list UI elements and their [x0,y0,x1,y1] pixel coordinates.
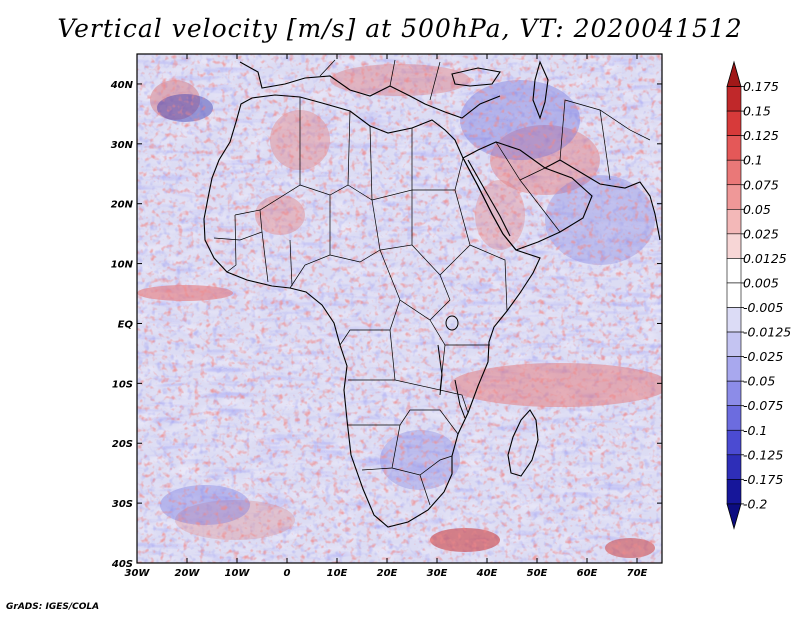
coastlines [203,60,661,528]
colorbar-label: -0.175 [743,472,783,487]
colorbar-label: 0.1 [743,153,763,168]
lon-tick-label: 30W [125,568,151,579]
colorbar-bin [726,233,742,259]
colorbar-label: 0.005 [743,275,779,290]
country-borders [213,59,651,506]
lon-tick-label: 10W [225,568,251,579]
colorbar-bin [726,454,742,480]
colorbar-bin [726,110,742,136]
madagascar-coastline [507,409,539,477]
map-frame [136,53,663,564]
colorbar-bin [726,135,742,161]
lon-tick-label: 50E [527,568,548,579]
caspian-sea [532,60,549,120]
colorbar-bin [726,479,742,505]
colorbar-label: -0.005 [743,300,783,315]
colorbar-label: 0.075 [743,177,779,192]
lon-tick-label: 30E [427,568,448,579]
africa-coastline [203,94,541,528]
colorbar-bin [726,356,742,382]
colorbar-bin [726,282,742,308]
lat-tick-label: 30S [112,499,133,510]
colorbar-label: -0.2 [743,496,767,511]
lat-tick-label: EQ [118,319,134,330]
lon-tick-label: 20E [377,568,398,579]
red-sea [467,159,511,237]
colorbar-label: -0.0125 [743,325,791,340]
colorbar-label: -0.1 [743,423,767,438]
lon-tick-label: 0 [284,568,291,579]
colorbar-bin [726,184,742,210]
colorbar-bin [726,209,742,235]
black-sea [451,67,501,87]
colorbar-bin [726,429,742,456]
colorbar-bin [726,159,742,186]
colorbar-bin [726,258,742,284]
map-title: Vertical velocity [m/s] at 500hPa, VT: 2… [57,14,743,43]
colorbar-top-triangle [726,60,742,87]
gulf-coast [544,159,661,241]
colorbar-label: 0.125 [743,128,779,143]
colorbar-label: 0.15 [743,104,771,119]
colorbar-label: 0.175 [743,79,779,94]
colorbar-bin [726,86,742,112]
lat-tick-label: 10S [112,379,133,390]
lakes [437,315,466,419]
colorbar-bin [726,380,742,406]
vertical-velocity-field [137,54,662,563]
lon-tick-label: 20W [175,568,201,579]
lat-tick-label: 30N [111,140,134,151]
colorbar-bin [726,405,742,431]
lon-tick-label: 70E [627,568,648,579]
lon-tick-label: 10E [327,568,348,579]
colorbar-label: 0.0125 [743,251,787,266]
lat-tick-label: 20S [112,439,133,450]
colorbar-label: -0.125 [743,447,783,462]
lat-tick-label: 40S [111,559,133,570]
colorbar-bin [726,307,742,333]
colorbar-label: -0.05 [743,374,775,389]
grads-credit: GrADS: IGES/COLA [6,602,100,612]
europe-coastline [239,61,501,119]
colorbar-label: -0.075 [743,398,783,413]
arabia-coastline [462,141,593,251]
colorbar-label: -0.025 [743,349,783,364]
colorbar-bottom-triangle [726,503,742,530]
colorbar-label: 0.05 [743,202,771,217]
lon-tick-label: 60E [577,568,598,579]
lat-tick-label: 40N [110,80,134,91]
colorbar-bin [726,331,742,357]
lon-tick-label: 40E [476,568,498,579]
lat-tick-label: 10N [111,260,134,271]
colorbar-label: 0.025 [743,226,779,241]
lat-tick-label: 20N [111,200,134,211]
